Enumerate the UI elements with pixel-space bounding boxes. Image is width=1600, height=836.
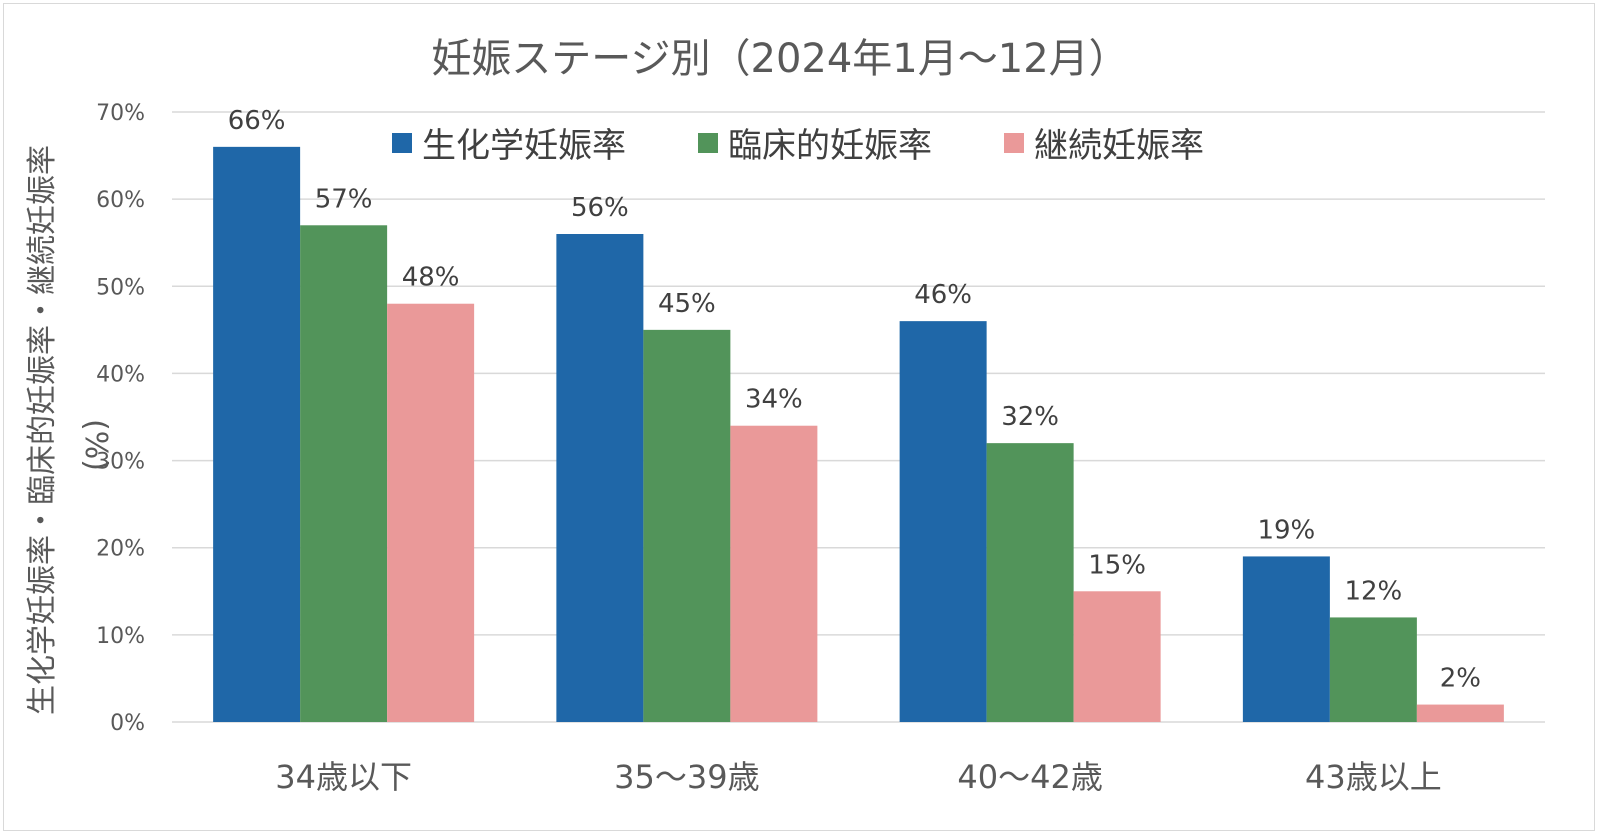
data-label: 56% bbox=[571, 193, 629, 223]
bar bbox=[1073, 591, 1161, 722]
y-tick-label: 20% bbox=[96, 537, 145, 562]
bar bbox=[1329, 617, 1417, 722]
bar bbox=[1416, 704, 1504, 722]
chart-title: 妊娠ステージ別（2024年1月～12月） bbox=[431, 36, 1128, 82]
data-label: 2% bbox=[1440, 664, 1481, 694]
legend: 生化学妊娠率 臨床的妊娠率 継続妊娠率 bbox=[392, 126, 1204, 166]
legend-item: 生化学妊娠率 bbox=[392, 126, 626, 166]
legend-item: 継続妊娠率 bbox=[1004, 126, 1204, 166]
data-label: 48% bbox=[402, 263, 460, 293]
y-tick-label: 0% bbox=[110, 711, 145, 736]
legend-swatch bbox=[698, 133, 718, 153]
data-label: 46% bbox=[914, 280, 972, 310]
y-tick-label: 50% bbox=[96, 275, 145, 300]
data-label: 12% bbox=[1344, 576, 1402, 606]
legend-item: 臨床的妊娠率 bbox=[698, 126, 932, 166]
y-tick-label: 30% bbox=[96, 450, 145, 475]
y-axis-label: 生化学妊娠率・臨床的妊娠率・継続妊娠率 bbox=[25, 145, 60, 715]
data-label: 57% bbox=[315, 184, 373, 214]
bar bbox=[213, 146, 301, 722]
bar bbox=[899, 321, 987, 722]
x-tick-label: 35～39歳 bbox=[614, 758, 759, 796]
bar bbox=[643, 329, 731, 722]
data-label: 45% bbox=[658, 289, 716, 319]
bar bbox=[387, 303, 475, 722]
bar bbox=[986, 443, 1074, 722]
legend-label: 継続妊娠率 bbox=[1034, 126, 1204, 166]
y-tick-labels: 0% 10% 20% 30% 40% 50% 60% 70% bbox=[96, 101, 145, 736]
x-tick-label: 43歳以上 bbox=[1305, 758, 1442, 796]
legend-swatch bbox=[1004, 133, 1024, 153]
data-label: 15% bbox=[1088, 550, 1146, 580]
bars bbox=[213, 146, 1504, 723]
data-label: 32% bbox=[1001, 402, 1059, 432]
bar bbox=[300, 225, 388, 723]
data-labels: 66% 57% 48% 56% 45% 34% 46% 32% 15% 19% 12% 2% bbox=[228, 106, 1481, 694]
legend-label: 臨床的妊娠率 bbox=[728, 126, 932, 166]
legend-label: 生化学妊娠率 bbox=[422, 126, 626, 166]
data-label: 34% bbox=[745, 385, 803, 415]
legend-swatch bbox=[392, 133, 412, 153]
y-tick-label: 40% bbox=[96, 362, 145, 387]
chart-frame bbox=[3, 3, 1595, 831]
y-tick-label: 60% bbox=[96, 188, 145, 213]
bar bbox=[1242, 556, 1330, 722]
y-axis-unit: (%) bbox=[78, 419, 113, 471]
x-tick-labels: 34歳以下 35～39歳 40～42歳 43歳以上 bbox=[275, 758, 1441, 796]
bar bbox=[730, 425, 818, 722]
bar bbox=[556, 234, 644, 722]
data-label: 66% bbox=[228, 106, 286, 136]
y-tick-label: 70% bbox=[96, 101, 145, 126]
data-label: 19% bbox=[1257, 515, 1315, 545]
y-tick-label: 10% bbox=[96, 624, 145, 649]
x-tick-label: 40～42歳 bbox=[957, 758, 1102, 796]
x-tick-label: 34歳以下 bbox=[275, 758, 412, 796]
